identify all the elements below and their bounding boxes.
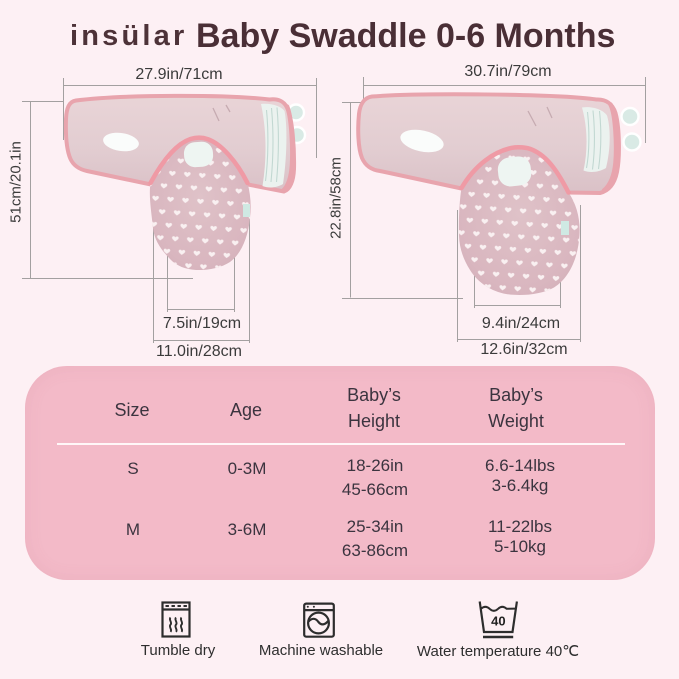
svg-text:27.9in/71cm: 27.9in/71cm	[135, 66, 222, 83]
svg-text:12.6in/32cm: 12.6in/32cm	[480, 341, 567, 358]
svg-text:40: 40	[491, 614, 505, 629]
svg-text:7.5in/19cm: 7.5in/19cm	[163, 315, 241, 332]
svg-text:30.7in/79cm: 30.7in/79cm	[464, 63, 551, 80]
svg-text:51cm/20.1in: 51cm/20.1in	[8, 141, 25, 223]
svg-text:22.8in/58cm: 22.8in/58cm	[328, 157, 345, 239]
svg-text:11.0in/28cm: 11.0in/28cm	[156, 343, 242, 360]
svg-text:9.4in/24cm: 9.4in/24cm	[482, 315, 560, 332]
